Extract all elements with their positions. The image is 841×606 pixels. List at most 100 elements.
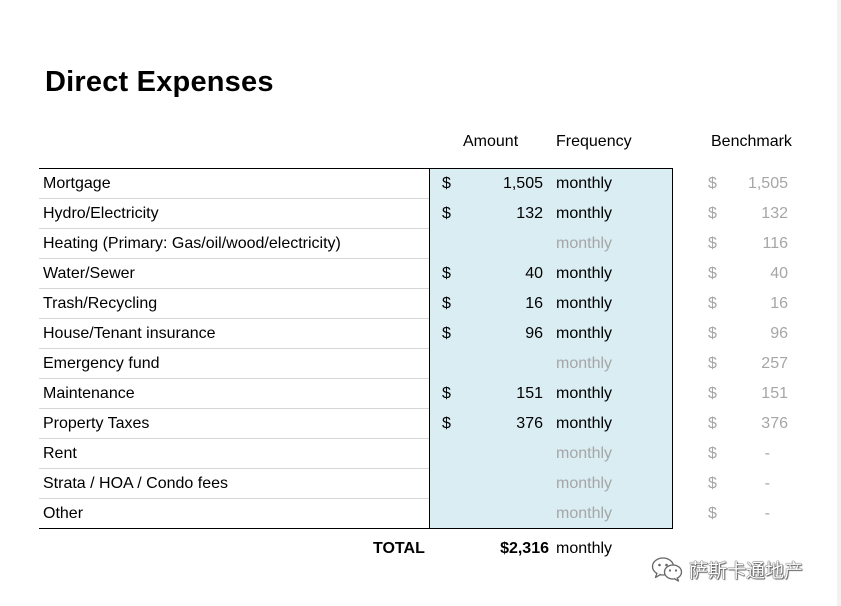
row-separator bbox=[39, 348, 429, 349]
amount-input[interactable]: 151 bbox=[516, 385, 543, 402]
input-area bbox=[429, 168, 673, 528]
amount-currency: $ bbox=[442, 325, 451, 342]
table-row: Mortgage $1,505 monthly $1,505 bbox=[0, 169, 841, 199]
frequency-select[interactable]: monthly bbox=[556, 505, 613, 522]
benchmark-currency: $ bbox=[708, 385, 717, 402]
benchmark-value: 151 bbox=[761, 385, 788, 402]
table-row: Maintenance $151 monthly $151 bbox=[0, 379, 841, 409]
benchmark-currency: $ bbox=[708, 235, 717, 252]
amount-currency: $ bbox=[442, 205, 451, 222]
expense-table: Mortgage $1,505 monthly $1,505 Hydro/Electri… bbox=[0, 169, 841, 529]
benchmark-value: 257 bbox=[761, 355, 788, 372]
frequency-select[interactable]: monthly bbox=[556, 385, 613, 402]
benchmark-value: 132 bbox=[761, 205, 788, 222]
table-row: House/Tenant insurance $96 monthly $96 bbox=[0, 319, 841, 349]
table-top-border bbox=[39, 168, 673, 169]
benchmark-currency: $ bbox=[708, 475, 717, 492]
row-separator bbox=[39, 438, 429, 439]
row-separator bbox=[39, 408, 429, 409]
watermark-text: 萨斯卡通地产 bbox=[689, 559, 804, 582]
expense-label: Emergency fund bbox=[43, 355, 160, 372]
table-row: Trash/Recycling $16 monthly $16 bbox=[0, 289, 841, 319]
amount-input[interactable]: 376 bbox=[516, 415, 543, 432]
frequency-select[interactable]: monthly bbox=[556, 475, 613, 492]
frequency-select[interactable]: monthly bbox=[556, 325, 613, 342]
benchmark-value: 16 bbox=[770, 295, 788, 312]
expense-label: Water/Sewer bbox=[43, 265, 135, 282]
window-edge bbox=[837, 0, 841, 606]
expense-label: Property Taxes bbox=[43, 415, 150, 432]
benchmark-value: - bbox=[764, 475, 770, 492]
frequency-select[interactable]: monthly bbox=[556, 415, 613, 432]
frequency-select[interactable]: monthly bbox=[556, 295, 613, 312]
benchmark-value: 376 bbox=[761, 415, 788, 432]
benchmark-column-header: Benchmark bbox=[711, 133, 792, 150]
row-separator bbox=[39, 198, 429, 199]
row-separator bbox=[39, 228, 429, 229]
page-title: Direct Expenses bbox=[45, 66, 274, 98]
table-row: Property Taxes $376 monthly $376 bbox=[0, 409, 841, 439]
amount-currency: $ bbox=[442, 295, 451, 312]
table-row: Water/Sewer $40 monthly $40 bbox=[0, 259, 841, 289]
amount-input[interactable]: 96 bbox=[525, 325, 543, 342]
benchmark-currency: $ bbox=[708, 295, 717, 312]
total-label: TOTAL bbox=[373, 540, 425, 557]
expense-label: Strata / HOA / Condo fees bbox=[43, 475, 228, 492]
table-row: Rent monthly $ - bbox=[0, 439, 841, 469]
row-separator bbox=[39, 288, 429, 289]
row-separator bbox=[39, 468, 429, 469]
amount-currency: $ bbox=[442, 385, 451, 402]
frequency-select[interactable]: monthly bbox=[556, 265, 613, 282]
benchmark-value: - bbox=[764, 445, 770, 462]
table-row: Hydro/Electricity $132 monthly $132 bbox=[0, 199, 841, 229]
benchmark-value: 96 bbox=[770, 325, 788, 342]
benchmark-currency: $ bbox=[708, 205, 717, 222]
row-separator bbox=[39, 378, 429, 379]
table-row: Other monthly $ - bbox=[0, 499, 841, 529]
amount-input[interactable]: 132 bbox=[516, 205, 543, 222]
wechat-icon bbox=[651, 557, 683, 582]
table-row: Strata / HOA / Condo fees monthly $ - bbox=[0, 469, 841, 499]
watermark: 萨斯卡通地产 bbox=[651, 556, 803, 582]
amount-input[interactable]: 16 bbox=[525, 295, 543, 312]
amount-input[interactable]: 40 bbox=[525, 265, 543, 282]
total-frequency: monthly bbox=[556, 540, 613, 557]
benchmark-value: 40 bbox=[770, 265, 788, 282]
expense-label: Rent bbox=[43, 445, 77, 462]
frequency-select[interactable]: monthly bbox=[556, 205, 613, 222]
expense-label: Maintenance bbox=[43, 385, 135, 402]
amount-currency: $ bbox=[442, 175, 451, 192]
expense-label: Hydro/Electricity bbox=[43, 205, 159, 222]
benchmark-value: - bbox=[764, 505, 770, 522]
amount-input[interactable]: 1,505 bbox=[502, 175, 543, 192]
expense-label: Other bbox=[43, 505, 84, 522]
frequency-column-header: Frequency bbox=[556, 133, 632, 150]
expense-label: House/Tenant insurance bbox=[43, 325, 216, 342]
benchmark-currency: $ bbox=[708, 325, 717, 342]
benchmark-value: 116 bbox=[762, 235, 788, 252]
benchmark-currency: $ bbox=[708, 175, 717, 192]
benchmark-currency: $ bbox=[708, 265, 717, 282]
frequency-select[interactable]: monthly bbox=[556, 355, 613, 372]
benchmark-currency: $ bbox=[708, 505, 717, 522]
expense-label: Trash/Recycling bbox=[43, 295, 158, 312]
amount-column-header: Amount bbox=[463, 133, 519, 150]
table-row: Emergency fund monthly $257 bbox=[0, 349, 841, 379]
row-separator bbox=[39, 258, 429, 259]
frequency-select[interactable]: monthly bbox=[556, 445, 613, 462]
frequency-select[interactable]: monthly bbox=[556, 235, 613, 252]
expense-label: Mortgage bbox=[43, 175, 111, 192]
benchmark-currency: $ bbox=[708, 445, 717, 462]
table-row: Heating (Primary: Gas/oil/wood/electrici… bbox=[0, 229, 841, 259]
benchmark-currency: $ bbox=[708, 415, 717, 432]
benchmark-currency: $ bbox=[708, 355, 717, 372]
table-bottom-border bbox=[39, 528, 673, 529]
row-separator bbox=[39, 318, 429, 319]
expense-label: Heating (Primary: Gas/oil/wood/electrici… bbox=[43, 235, 341, 252]
amount-currency: $ bbox=[442, 265, 451, 282]
total-amount: $2,316 bbox=[500, 540, 549, 557]
benchmark-value: 1,505 bbox=[747, 175, 788, 192]
row-separator bbox=[39, 498, 429, 499]
frequency-select[interactable]: monthly bbox=[556, 175, 613, 192]
amount-currency: $ bbox=[442, 415, 451, 432]
